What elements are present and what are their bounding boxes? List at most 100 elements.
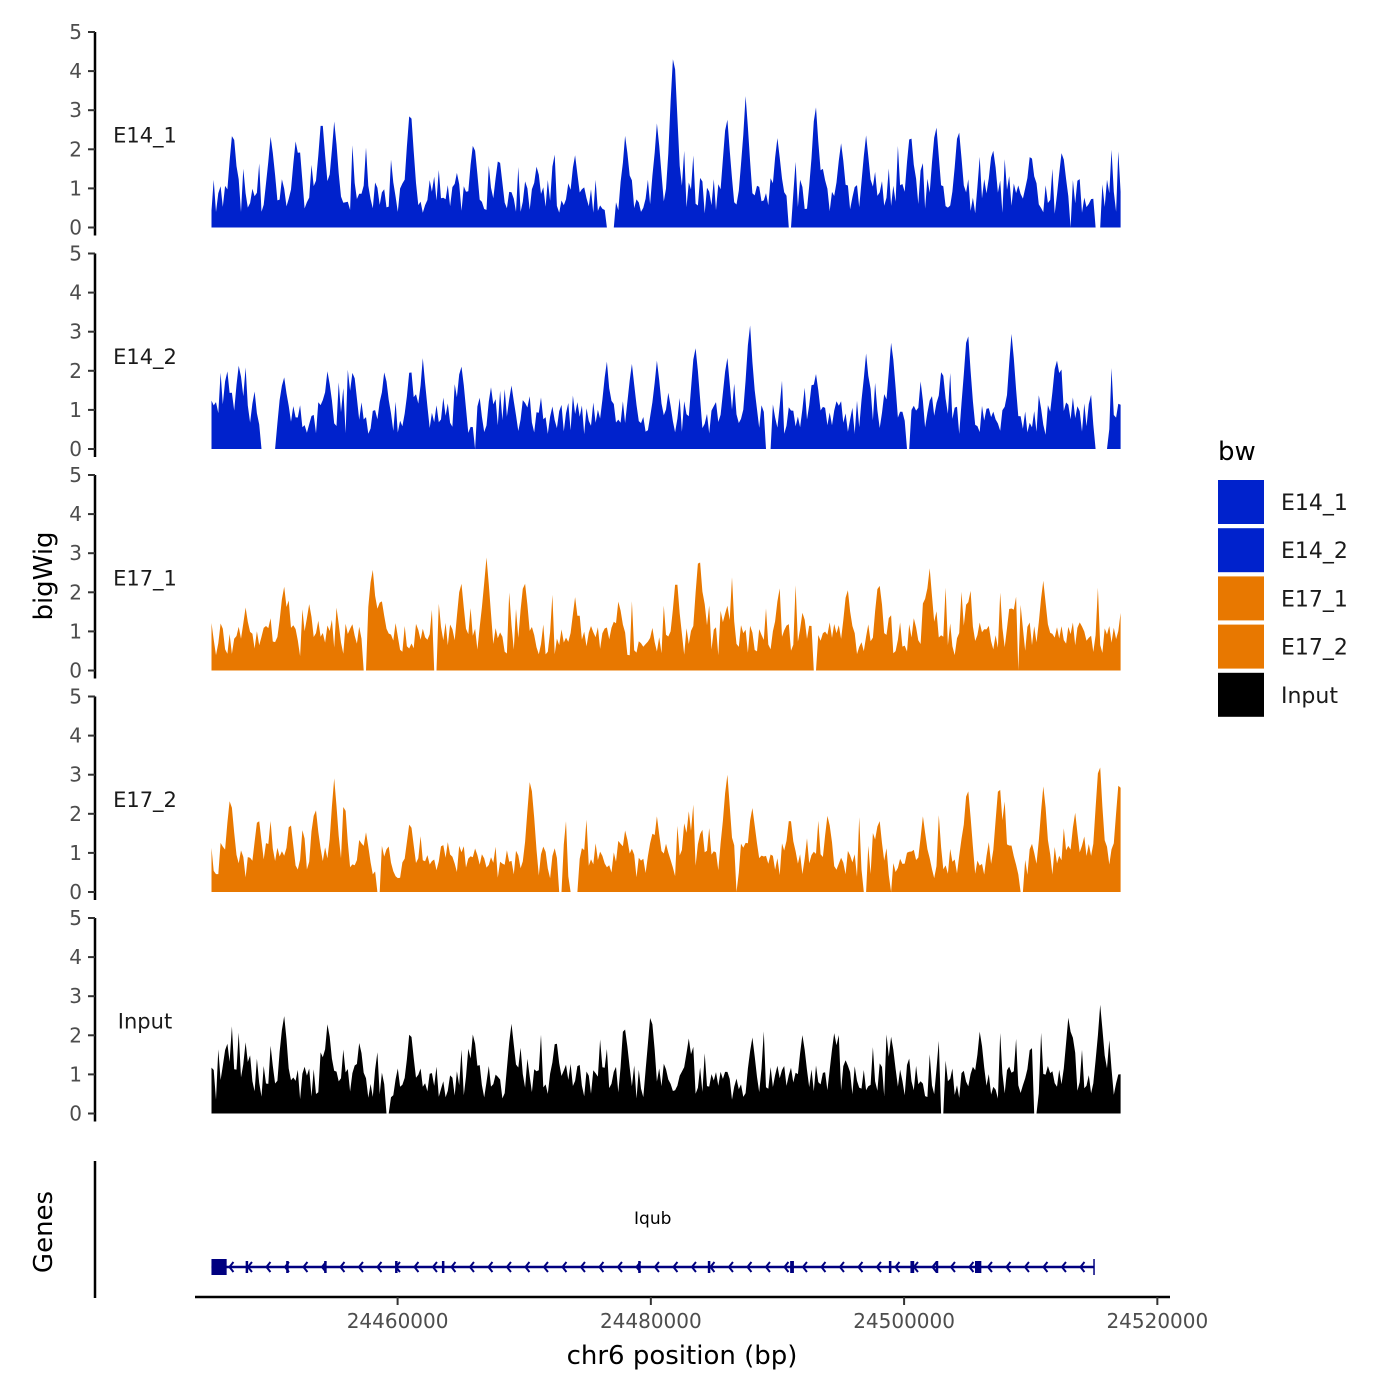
strand-arrow: [986, 1261, 993, 1273]
gene-exon: [888, 1261, 892, 1273]
y-tick-label: 0: [69, 437, 82, 461]
track-label: E17_2: [113, 788, 177, 813]
legend-label: E14_1: [1281, 491, 1348, 516]
y-tick-label: 0: [69, 880, 82, 904]
strand-arrow: [413, 1261, 420, 1273]
y-tick-label: 3: [69, 763, 82, 787]
y-tick-label: 5: [69, 906, 82, 930]
strand-arrow: [524, 1261, 531, 1273]
gene-exon: [707, 1261, 711, 1273]
strand-arrow: [579, 1261, 586, 1273]
y-tick-label: 2: [69, 137, 82, 161]
gene-exon: [638, 1261, 641, 1273]
strand-arrow: [820, 1261, 827, 1273]
strand-arrow: [450, 1261, 457, 1273]
gene-exon: [211, 1259, 227, 1275]
strand-arrow: [672, 1261, 679, 1273]
y-tick-label: 5: [69, 463, 82, 487]
gene-exon: [790, 1261, 794, 1273]
y-tick-label: 0: [69, 1102, 82, 1126]
strand-arrow: [468, 1261, 475, 1273]
y-tick-label: 3: [69, 98, 82, 122]
y-tick-label: 3: [69, 320, 82, 344]
strand-arrow: [1079, 1261, 1086, 1273]
legend-label: E14_2: [1281, 539, 1348, 564]
y-tick-label: 2: [69, 580, 82, 604]
gene-name-label: Iqub: [634, 1209, 671, 1229]
legend: bw E14_1 E14_2 E17_1 E17_2 Input: [1218, 437, 1348, 717]
y-tick-label: 1: [69, 841, 82, 865]
strand-arrow: [1005, 1261, 1012, 1273]
track-label: Input: [118, 1010, 172, 1034]
y-tick-label: 4: [69, 281, 82, 305]
y-tick-label: 5: [69, 685, 82, 709]
strand-arrow: [783, 1261, 790, 1273]
y-tick-label: 2: [69, 359, 82, 383]
track-e14-1: 0 1 2 3 4 5 E14_1: [69, 20, 1121, 240]
strand-arrow: [838, 1261, 845, 1273]
y-tick-label: 4: [69, 945, 82, 969]
legend-key-e17-1: [1218, 576, 1264, 621]
gene-exon: [975, 1261, 982, 1273]
track-input: 0 1 2 3 4 5 Input: [69, 906, 1121, 1126]
y-tick-label: 3: [69, 541, 82, 565]
y-tick-label: 5: [69, 20, 82, 44]
y-tick-label: 0: [69, 216, 82, 240]
strand-arrow: [357, 1261, 364, 1273]
gene-iqub: Iqub: [211, 1209, 1095, 1275]
strand-arrow: [302, 1261, 309, 1273]
y-axis-title: bigWig: [29, 531, 59, 620]
x-tick-label: 24480000: [600, 1309, 702, 1333]
strand-arrow: [746, 1261, 753, 1273]
strand-arrow: [561, 1261, 568, 1273]
strand-arrow: [1060, 1261, 1067, 1273]
strand-arrow: [431, 1261, 438, 1273]
track-label: E14_2: [113, 345, 177, 370]
x-axis: 24460000 24480000 24500000 24520000: [195, 1295, 1208, 1333]
legend-key-input: [1218, 672, 1264, 717]
strand-arrow: [690, 1261, 697, 1273]
legend-key-e14-1: [1218, 480, 1264, 524]
strand-arrow: [228, 1261, 235, 1273]
x-tick-label: 24460000: [347, 1309, 449, 1333]
strand-arrow: [709, 1261, 716, 1273]
strand-arrow: [376, 1261, 383, 1273]
strand-arrow: [542, 1261, 549, 1273]
gene-exon: [395, 1261, 398, 1273]
gene-exon: [286, 1261, 289, 1273]
gene-panel: Iqub: [93, 1161, 1095, 1298]
gene-exon: [245, 1261, 249, 1273]
y-tick-label: 1: [69, 619, 82, 643]
y-tick-label: 2: [69, 1023, 82, 1047]
y-tick-label: 1: [69, 1062, 82, 1086]
strand-arrow: [487, 1261, 494, 1273]
bigwig-tracks: 0 1 2 3 4 5 E14_1 0 1 2 3 4 5 E14_2 0 1 2 3 4 5 E17_1 0 1 2 3 4 5 E…: [69, 20, 1121, 1126]
strand-arrow: [653, 1261, 660, 1273]
track-e17-2: 0 1 2 3 4 5 E17_2: [69, 685, 1121, 904]
signal-area-e14-2: [211, 325, 1121, 449]
strand-arrow: [505, 1261, 512, 1273]
signal-area-input: [211, 1004, 1121, 1114]
strand-arrow: [857, 1261, 864, 1273]
y-tick-label: 2: [69, 802, 82, 826]
y-tick-label: 4: [69, 502, 82, 526]
x-tick-label: 24500000: [853, 1309, 955, 1333]
strand-arrow: [1023, 1261, 1030, 1273]
strand-arrow: [968, 1261, 975, 1273]
signal-area-e17-1: [211, 557, 1121, 671]
legend-key-e17-2: [1218, 624, 1264, 669]
strand-arrow: [616, 1261, 623, 1273]
legend-label: E17_1: [1281, 587, 1348, 612]
legend-title: bw: [1218, 437, 1256, 467]
strand-arrow: [894, 1261, 901, 1273]
legend-label: E17_2: [1281, 636, 1348, 661]
y-tick-label: 1: [69, 398, 82, 422]
track-e14-2: 0 1 2 3 4 5 E14_2: [69, 242, 1121, 461]
track-e17-1: 0 1 2 3 4 5 E17_1: [69, 463, 1121, 683]
gene-exon: [324, 1261, 327, 1273]
strand-arrow: [764, 1261, 771, 1273]
genes-axis-title: Genes: [29, 1191, 59, 1273]
y-tick-label: 1: [69, 176, 82, 200]
